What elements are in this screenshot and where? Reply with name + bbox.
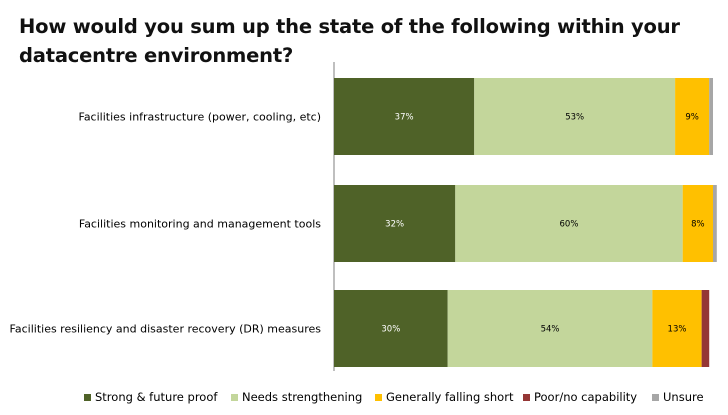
- category-label-1: Facilities infrastructure (power, coolin…: [79, 111, 322, 124]
- chart-title: How would you sum up the state of the fo…: [19, 15, 680, 67]
- legend-swatch-poor-no-capability: [523, 394, 530, 401]
- legend: Strong & future proof Needs strengthening…: [84, 390, 704, 404]
- data-label-generally-falling-short-3: 13%: [668, 325, 687, 335]
- data-label-needs-strengthening-2: 60%: [560, 220, 579, 230]
- bar-needs-strengthening-1: [474, 78, 676, 155]
- data-label-strong-future-proof-1: 37%: [395, 113, 414, 123]
- bar-poor-no-capability-3: [701, 290, 710, 367]
- legend-label-needs-strengthening: Needs strengthening: [242, 390, 362, 404]
- bar-needs-strengthening-2: [455, 185, 683, 262]
- legend-swatch-unsure: [652, 394, 659, 401]
- legend-label-strong-future-proof: Strong & future proof: [95, 390, 218, 404]
- legend-label-poor-no-capability: Poor/no capability: [534, 390, 637, 404]
- category-label-3: Facilities resiliency and disaster recov…: [10, 323, 322, 336]
- category-label-2: Facilities monitoring and management too…: [79, 218, 321, 231]
- bar-strong-future-proof-3: [334, 290, 448, 367]
- legend-label-generally-falling-short: Generally falling short: [386, 390, 514, 404]
- legend-swatch-strong-future-proof: [84, 394, 91, 401]
- data-label-strong-future-proof-2: 32%: [385, 220, 404, 230]
- legend-swatch-generally-falling-short: [375, 394, 382, 401]
- data-label-generally-falling-short-1: 9%: [685, 113, 699, 123]
- bar-generally-falling-short-2: [682, 185, 713, 262]
- bar-unsure-2: [713, 185, 717, 262]
- bar-generally-falling-short-1: [675, 78, 710, 155]
- data-label-needs-strengthening-3: 54%: [541, 325, 560, 335]
- bar-strong-future-proof-2: [334, 185, 456, 262]
- legend-label-unsure: Unsure: [663, 390, 704, 404]
- data-label-needs-strengthening-1: 53%: [565, 113, 584, 123]
- data-label-strong-future-proof-3: 30%: [381, 325, 400, 335]
- bar-area: 37% 53% 9% 32% 60% 8% 30% 54% 13%: [334, 78, 717, 367]
- category-labels: Facilities infrastructure (power, coolin…: [10, 111, 322, 336]
- bar-strong-future-proof-1: [334, 78, 475, 155]
- data-label-generally-falling-short-2: 8%: [691, 220, 705, 230]
- bar-needs-strengthening-3: [447, 290, 653, 367]
- bar-unsure-1: [709, 78, 713, 155]
- legend-swatch-needs-strengthening: [231, 394, 238, 401]
- bar-generally-falling-short-3: [652, 290, 702, 367]
